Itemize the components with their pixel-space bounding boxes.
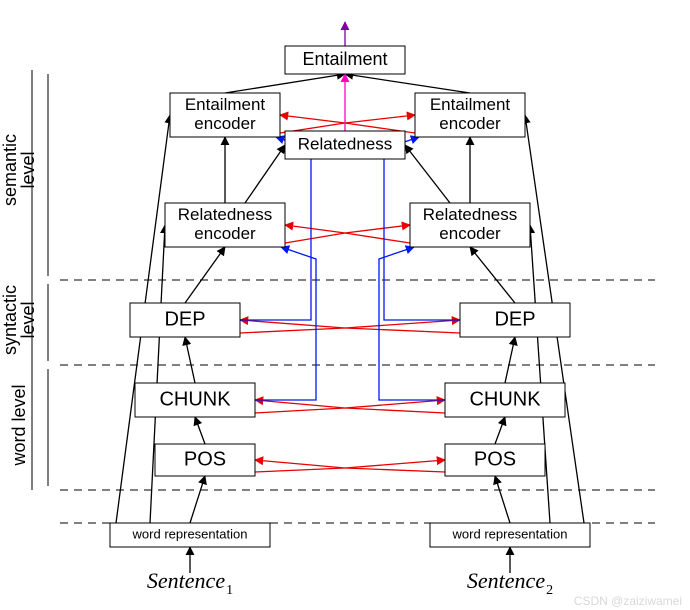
node-pos_R: POS [445,444,545,476]
svg-text:encoder: encoder [439,114,501,133]
svg-text:word representation: word representation [132,526,248,541]
node-relenc_R: Relatednessencoder [410,203,530,247]
node-entail: Entailment [285,46,405,74]
svg-text:encoder: encoder [439,224,501,243]
sentence-label-left: Sentence1 [147,568,233,598]
node-relenc_L: Relatednessencoder [165,203,285,247]
node-wrep_R: word representation [430,523,590,547]
diagram-svg: EntailmentEntailmentencoderEntailmentenc… [0,0,690,610]
svg-text:level: level [18,151,38,188]
svg-text:word representation: word representation [452,526,568,541]
node-entenc_R: Entailmentencoder [415,93,525,137]
node-related: Relatedness [285,131,405,159]
svg-text:DEP: DEP [164,308,205,330]
sentence-label-right: Sentence2 [467,568,553,598]
svg-text:word level: word level [9,384,29,466]
node-chunk_R: CHUNK [445,383,565,417]
node-entenc_L: Entailmentencoder [170,93,280,137]
node-pos_L: POS [155,444,255,476]
svg-text:Relatedness: Relatedness [178,205,273,224]
node-wrep_L: word representation [110,523,270,547]
svg-text:CHUNK: CHUNK [159,388,231,410]
watermark-text: CSDN @zaiziwamei [574,594,682,608]
svg-text:Relatedness: Relatedness [298,134,393,153]
svg-text:POS: POS [184,448,226,470]
svg-text:DEP: DEP [494,308,535,330]
svg-text:Entailment: Entailment [430,95,511,114]
svg-text:encoder: encoder [194,114,256,133]
svg-text:Relatedness: Relatedness [423,205,518,224]
svg-text:POS: POS [474,448,516,470]
svg-text:Entailment: Entailment [302,49,387,69]
node-dep_R: DEP [460,303,570,337]
node-dep_L: DEP [130,303,240,337]
node-chunk_L: CHUNK [135,383,255,417]
svg-text:Entailment: Entailment [185,95,266,114]
svg-text:encoder: encoder [194,224,256,243]
svg-text:CHUNK: CHUNK [469,388,541,410]
svg-text:level: level [18,301,38,338]
